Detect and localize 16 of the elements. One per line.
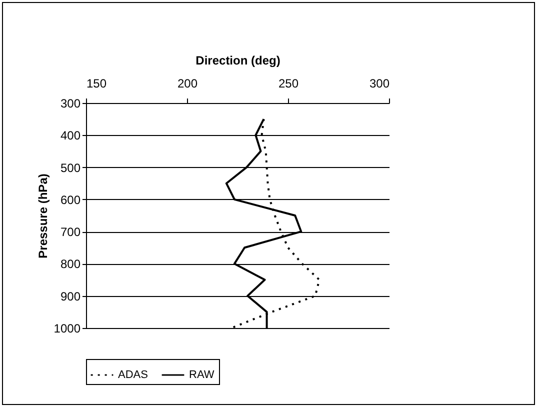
y-tick-label: 500 — [60, 160, 81, 175]
y-axis-title: Pressure (hPa) — [36, 174, 50, 258]
y-tick-label: 300 — [60, 96, 81, 110]
y-tick-label: 800 — [60, 257, 81, 272]
x-tick-label: 250 — [278, 76, 299, 90]
x-tick-label: 200 — [177, 76, 198, 90]
y-tick-label: 600 — [60, 192, 81, 207]
x-tick-label: 150 — [86, 76, 107, 90]
x-axis-title: Direction (deg) — [196, 54, 280, 68]
y-tick-label: 400 — [60, 128, 81, 143]
y-tick-label: 1000 — [54, 322, 81, 336]
y-tick-label: 900 — [60, 289, 81, 304]
legend-label: RAW — [189, 369, 215, 381]
y-tick-label: 700 — [60, 225, 81, 240]
x-tick-label: 300 — [369, 76, 390, 90]
legend-label: ADAS — [118, 369, 148, 381]
